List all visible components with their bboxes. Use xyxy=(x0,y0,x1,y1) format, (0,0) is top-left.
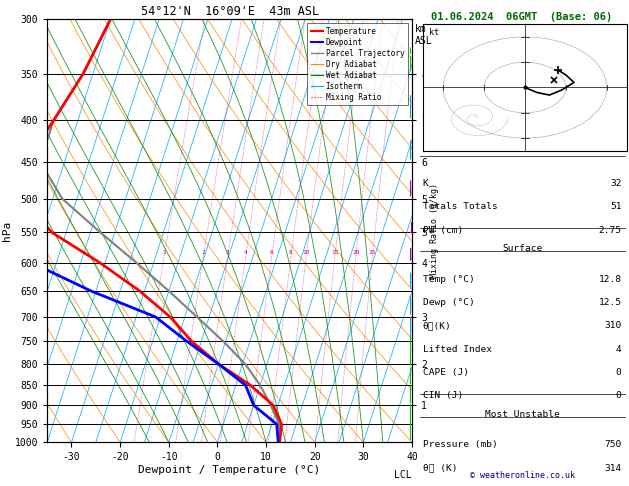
Text: 12.8: 12.8 xyxy=(598,275,621,284)
Text: 314: 314 xyxy=(604,464,621,473)
Text: θᴇ(K): θᴇ(K) xyxy=(423,321,452,330)
Text: CAPE (J): CAPE (J) xyxy=(423,368,469,377)
Y-axis label: hPa: hPa xyxy=(2,221,12,241)
Text: 3: 3 xyxy=(226,250,230,255)
Text: 750: 750 xyxy=(604,440,621,450)
Text: 6: 6 xyxy=(270,250,274,255)
Text: Lifted Index: Lifted Index xyxy=(423,345,492,354)
Text: CIN (J): CIN (J) xyxy=(423,391,463,400)
Text: Totals Totals: Totals Totals xyxy=(423,202,498,211)
Text: K: K xyxy=(423,179,428,188)
Text: Dewp (°C): Dewp (°C) xyxy=(423,298,474,307)
Text: km
ASL: km ASL xyxy=(415,24,433,46)
Text: 4: 4 xyxy=(243,250,247,255)
Text: 15: 15 xyxy=(331,250,338,255)
Text: 51: 51 xyxy=(610,202,621,211)
Text: Most Unstable: Most Unstable xyxy=(485,410,559,419)
Text: 10: 10 xyxy=(303,250,310,255)
X-axis label: Dewpoint / Temperature (°C): Dewpoint / Temperature (°C) xyxy=(138,465,321,475)
Text: kt: kt xyxy=(429,28,439,37)
Text: θᴇ (K): θᴇ (K) xyxy=(423,464,457,473)
Text: 2.75: 2.75 xyxy=(598,226,621,235)
Title: 54°12'N  16°09'E  43m ASL: 54°12'N 16°09'E 43m ASL xyxy=(140,5,319,18)
Text: LCL: LCL xyxy=(394,470,412,480)
Y-axis label: Mixing Ratio (g/kg): Mixing Ratio (g/kg) xyxy=(430,183,438,278)
Text: 310: 310 xyxy=(604,321,621,330)
Text: PW (cm): PW (cm) xyxy=(423,226,463,235)
Legend: Temperature, Dewpoint, Parcel Trajectory, Dry Adiabat, Wet Adiabat, Isotherm, Mi: Temperature, Dewpoint, Parcel Trajectory… xyxy=(308,23,408,105)
Text: 20: 20 xyxy=(352,250,360,255)
Text: Pressure (mb): Pressure (mb) xyxy=(423,440,498,450)
Text: 1: 1 xyxy=(162,250,166,255)
Text: 0: 0 xyxy=(616,368,621,377)
Text: 8: 8 xyxy=(289,250,292,255)
Text: 01.06.2024  06GMT  (Base: 06): 01.06.2024 06GMT (Base: 06) xyxy=(431,12,613,22)
Text: Surface: Surface xyxy=(502,244,542,253)
Text: © weatheronline.co.uk: © weatheronline.co.uk xyxy=(470,471,574,480)
Text: 32: 32 xyxy=(610,179,621,188)
Text: 4: 4 xyxy=(616,345,621,354)
Text: 12.5: 12.5 xyxy=(598,298,621,307)
Text: 0: 0 xyxy=(616,391,621,400)
Text: 25: 25 xyxy=(369,250,376,255)
Text: Temp (°C): Temp (°C) xyxy=(423,275,474,284)
Text: 2: 2 xyxy=(201,250,205,255)
